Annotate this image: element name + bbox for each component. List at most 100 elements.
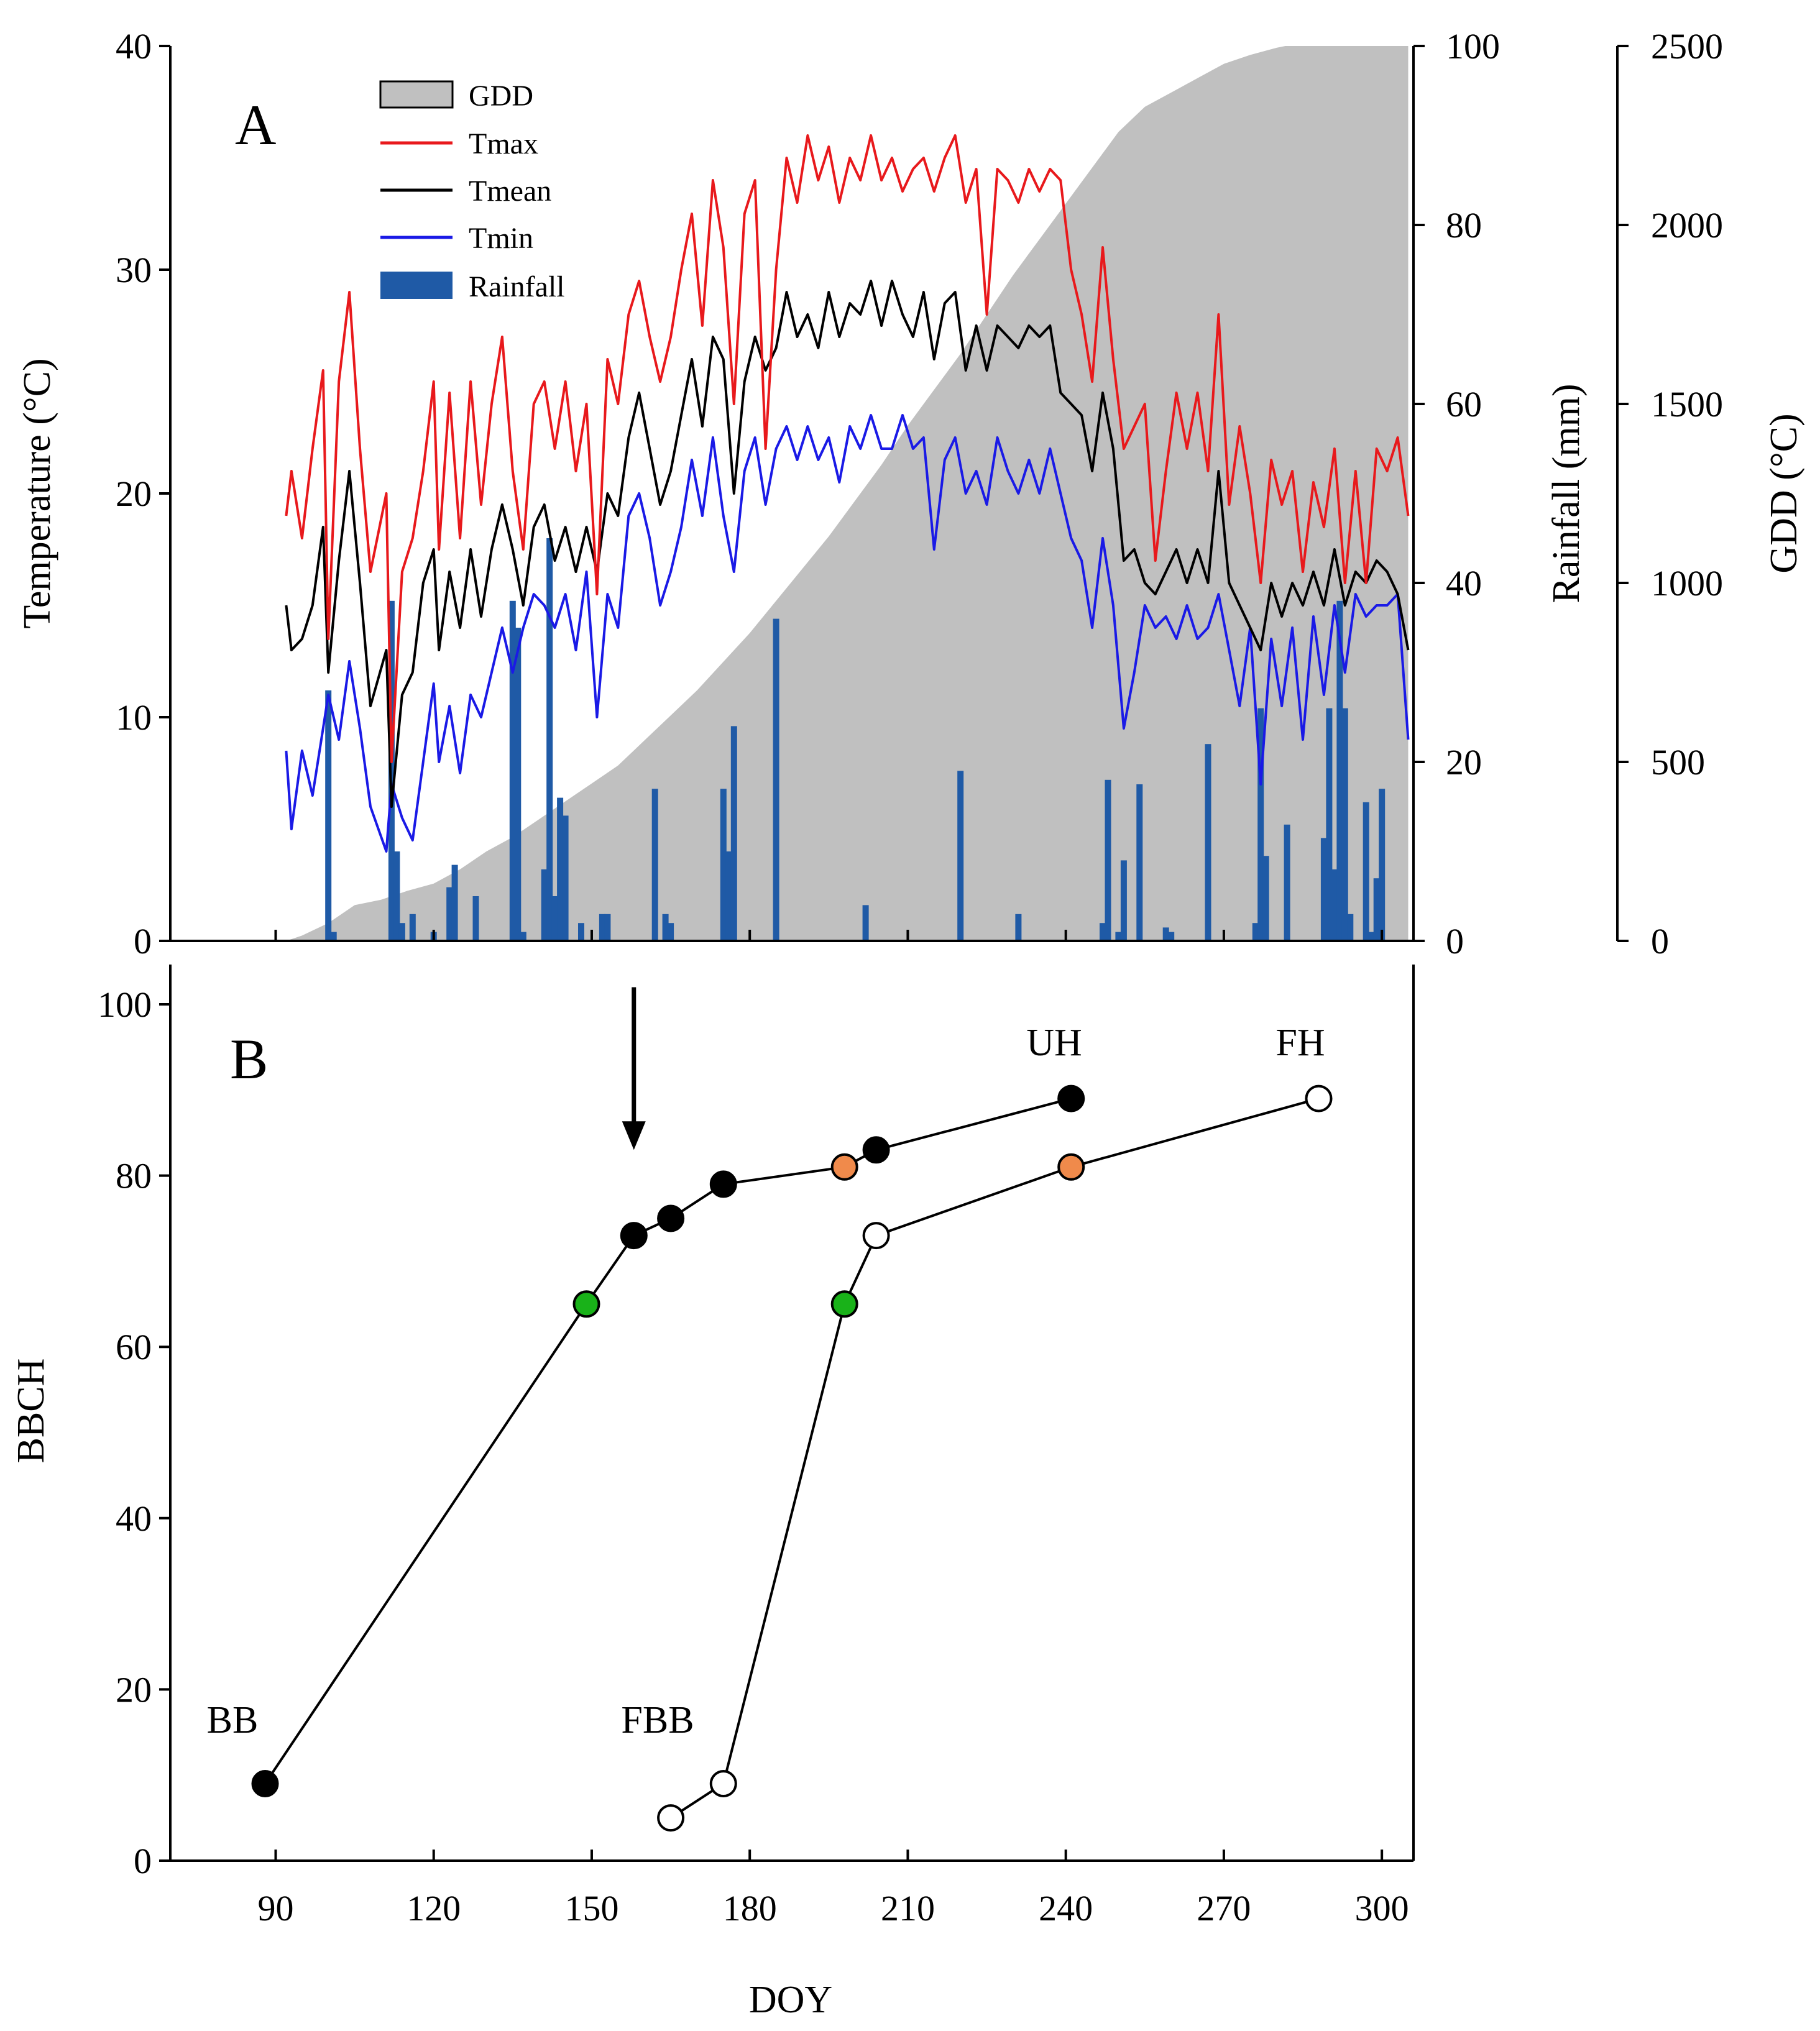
rainfall-bar [1363, 802, 1369, 941]
tmin-line [285, 414, 1410, 853]
rainfall-bar [662, 914, 669, 941]
rainfall-bar [1205, 744, 1211, 941]
rainfall-bar [1341, 708, 1348, 941]
rainfall-bar [957, 771, 964, 941]
rainfall-axis-label: Rainfall (mm) [1545, 384, 1588, 603]
panel-a-label: A [235, 93, 276, 157]
gdd-tick-label: 2000 [1651, 205, 1723, 245]
panel-b-label: B [230, 1027, 268, 1091]
doy-tick-label: 90 [257, 1888, 293, 1928]
rainfall-bar [1336, 600, 1343, 941]
rainfall-bar [557, 797, 564, 941]
legend-label-tmin: Tmin [469, 222, 533, 255]
rainfall-bar [578, 923, 584, 941]
arrow [622, 987, 646, 1150]
rainfall-tick-label: 100 [1446, 26, 1500, 66]
doy-tick-label: 120 [407, 1888, 461, 1928]
rainfall-bar [330, 932, 337, 941]
rainfall-bar [1115, 932, 1122, 941]
rainfall-bar [446, 887, 453, 941]
rainfall-bar [1379, 789, 1386, 941]
bbch-tick-label: 60 [116, 1327, 152, 1367]
rainfall-bar [651, 789, 658, 941]
panel-b: 0 20 40 60 80 100 90 120 150 180 210 240 270 300 B BB… [10, 965, 1415, 2021]
rainfall-bar [1262, 856, 1269, 941]
gdd-tick-label: 0 [1651, 921, 1669, 961]
rainfall-bar [1368, 932, 1375, 941]
arrow-head [622, 1121, 646, 1150]
gdd-tick-label: 500 [1651, 742, 1705, 782]
doy-tick-label: 300 [1355, 1888, 1409, 1928]
label-fh: FH [1275, 1022, 1325, 1064]
legend-swatch-gdd [379, 80, 454, 109]
rainfall-bar [551, 896, 558, 941]
tmax-line [285, 134, 1410, 763]
data-point-fh [1057, 1153, 1085, 1181]
data-point-uh [862, 1136, 890, 1164]
doy-tick-label: 270 [1197, 1888, 1251, 1928]
rainfall-bar [604, 914, 611, 941]
rainfall-bar [1320, 838, 1327, 941]
rainfall-bar [1105, 779, 1111, 941]
rainfall-bar [1331, 869, 1338, 941]
data-point-uh [620, 1222, 648, 1250]
bbch-tick-label: 20 [116, 1669, 152, 1710]
data-point-uh [657, 1204, 685, 1232]
rainfall-bar [1162, 927, 1169, 941]
data-point-fh [709, 1770, 737, 1797]
label-fbb: FBB [621, 1699, 694, 1741]
rainfall-bar [730, 726, 737, 941]
doy-axis-label: DOY [749, 1979, 832, 2021]
gdd-axis-label: GDD (°C) [1763, 413, 1805, 573]
data-point-fh [657, 1804, 685, 1832]
rainfall-bar [1257, 708, 1264, 941]
rainfall-bar [398, 923, 405, 941]
bbch-tick-label: 40 [116, 1498, 152, 1539]
rainfall-bar [562, 815, 569, 941]
rainfall-bar [725, 851, 732, 941]
gdd-area [286, 46, 1409, 941]
temperature-tick-label: 10 [116, 697, 152, 738]
series-line-uh [264, 1097, 1072, 1785]
doy-tick-label: 180 [723, 1888, 777, 1928]
rainfall-bar [1284, 824, 1290, 941]
series-line-fh [670, 1097, 1320, 1819]
doy-tick-label: 210 [881, 1888, 935, 1928]
rainfall-bar [451, 864, 458, 941]
rainfall-bar [862, 905, 869, 941]
temperature-tick-label: 20 [116, 474, 152, 514]
bbch-axis-label: BBCH [10, 1359, 52, 1464]
rainfall-bar [1015, 914, 1022, 941]
rainfall-bar [325, 690, 332, 941]
rainfall-bar [393, 851, 400, 941]
rainfall-tick-label: 20 [1446, 742, 1482, 782]
rainfall-bar [541, 869, 548, 941]
rainfall-bar [668, 923, 674, 941]
data-point-uh [251, 1770, 279, 1797]
label-bb: BB [207, 1699, 259, 1741]
rainfall-tick-label: 60 [1446, 384, 1482, 424]
tmean-line [285, 280, 1410, 808]
data-point-uh [572, 1290, 600, 1318]
doy-tick-label: 150 [564, 1888, 618, 1928]
rainfall-tick-label: 80 [1446, 205, 1482, 245]
data-point-uh [709, 1170, 737, 1198]
temperature-tick-label: 30 [116, 250, 152, 290]
rainfall-bar [472, 896, 479, 941]
data-point-uh [830, 1153, 858, 1181]
rainfall-tick-label: 0 [1446, 921, 1464, 961]
rainfall-bar [1252, 923, 1259, 941]
rainfall-bar [720, 789, 727, 941]
rainfall-tick-label: 40 [1446, 563, 1482, 603]
legend-label-gdd: GDD [469, 80, 533, 112]
rainfall-bar [1347, 914, 1354, 941]
rainfall-bar [1120, 860, 1127, 941]
data-point-fh [830, 1290, 858, 1318]
temperature-tick-label: 0 [134, 921, 152, 961]
panel-a: 0102030400204060801000500100015002000250… [16, 26, 1805, 961]
data-point-fh [1305, 1084, 1333, 1112]
legend-label-rainfall: Rainfall [469, 270, 565, 303]
bbch-tick-label: 0 [134, 1841, 152, 1881]
legend-label-tmean: Tmean [469, 175, 551, 208]
